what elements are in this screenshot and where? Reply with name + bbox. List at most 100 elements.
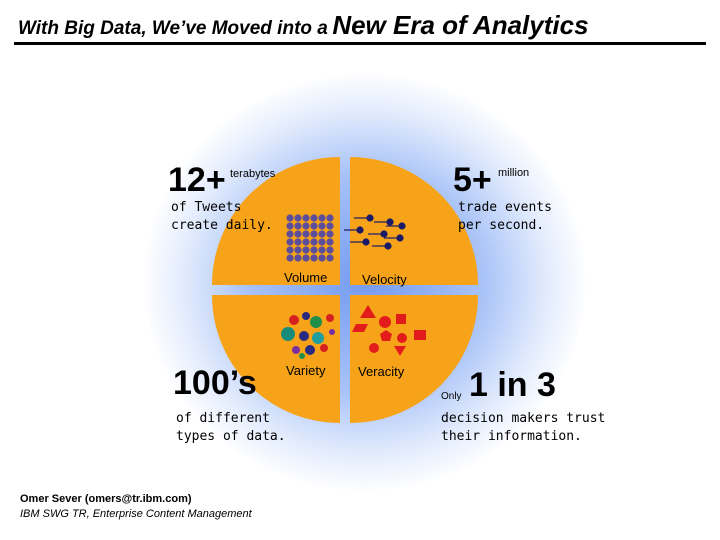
velocity-dot xyxy=(356,226,364,234)
slide-title: With Big Data, We’ve Moved into a New Er… xyxy=(18,10,589,41)
credit-org: IBM SWG TR, Enterprise Content Managemen… xyxy=(20,508,252,520)
title-small-part: With Big Data, We’ve Moved into a xyxy=(18,18,328,39)
quadrant-label-variety: Variety xyxy=(286,363,326,378)
volume-dot xyxy=(286,222,294,230)
pie-slice-velocity xyxy=(350,157,478,285)
variety-dot xyxy=(305,345,315,355)
veracity-parallelogram xyxy=(352,324,368,332)
velocity-dot xyxy=(366,214,374,222)
volume-dot xyxy=(294,230,302,238)
veracity-circle xyxy=(379,316,391,328)
variety-dot xyxy=(299,331,309,341)
variety-dot xyxy=(329,329,335,335)
veracity-square xyxy=(396,314,406,324)
volume-dot xyxy=(286,254,294,262)
velocity-arrows xyxy=(344,214,406,250)
volume-dot xyxy=(286,214,294,222)
volume-dot xyxy=(294,214,302,222)
quadrant-label-volume: Volume xyxy=(284,270,328,285)
velocity-dot xyxy=(386,218,394,226)
velocity-dot xyxy=(362,238,370,246)
volume-dot xyxy=(318,214,326,222)
stat-tweets-unit: terabytes xyxy=(230,168,276,180)
volume-dot xyxy=(310,222,318,230)
volume-dot xyxy=(286,246,294,254)
volume-dot xyxy=(286,230,294,238)
stat-tweets-number: 12+ xyxy=(168,161,226,199)
volume-dot xyxy=(318,254,326,262)
veracity-triangle xyxy=(360,305,376,318)
veracity-circle xyxy=(397,333,407,343)
pie-slice-variety xyxy=(212,295,340,423)
stat-trust-number: 1 in 3 xyxy=(469,366,556,404)
volume-dot xyxy=(318,222,326,230)
variety-dot xyxy=(312,332,324,344)
stat-trust-caption-line1: decision makers trust xyxy=(441,411,606,426)
stat-trust-caption-line2: their information. xyxy=(441,429,582,444)
volume-dot xyxy=(310,238,318,246)
veracity-pentagon xyxy=(380,330,392,341)
stat-trades-caption-line1: trade events xyxy=(458,200,552,215)
pie-slice-volume xyxy=(212,157,340,285)
velocity-dot xyxy=(396,234,404,242)
stat-types-number: 100’s xyxy=(173,364,257,402)
volume-dot xyxy=(286,238,294,246)
stat-types-caption: of different types of data. xyxy=(176,410,286,446)
credit-author: Omer Sever (omers@tr.ibm.com) xyxy=(20,493,192,505)
title-big-part: New Era of Analytics xyxy=(332,10,589,40)
variety-dot xyxy=(326,314,334,322)
stat-tweets-caption: of Tweets create daily. xyxy=(171,199,273,235)
stat-trades-unit: million xyxy=(498,167,530,179)
stat-tweets-caption-line1: of Tweets xyxy=(171,200,242,215)
volume-dots xyxy=(286,214,334,262)
veracity-square xyxy=(414,330,426,340)
stat-types-caption-line1: of different xyxy=(176,411,270,426)
quadrant-label-veracity: Veracity xyxy=(358,364,405,379)
stat-trust-caption: decision makers trust their information. xyxy=(441,410,605,446)
veracity-shapes xyxy=(352,305,426,356)
volume-dot xyxy=(310,214,318,222)
volume-dot xyxy=(310,254,318,262)
variety-dot xyxy=(281,327,295,341)
veracity-triangle xyxy=(394,346,406,356)
volume-dot xyxy=(294,238,302,246)
variety-dot xyxy=(320,344,328,352)
volume-dot xyxy=(326,246,334,254)
veracity-circle xyxy=(369,343,379,353)
stat-trades-caption: trade events per second. xyxy=(458,199,552,235)
variety-dot xyxy=(299,353,305,359)
variety-dot xyxy=(292,346,300,354)
volume-dot xyxy=(302,238,310,246)
volume-dot xyxy=(318,246,326,254)
author-credit: Omer Sever (omers@tr.ibm.com) IBM SWG TR… xyxy=(20,492,252,522)
volume-dot xyxy=(302,254,310,262)
velocity-dot xyxy=(380,230,388,238)
volume-dot xyxy=(326,222,334,230)
volume-dot xyxy=(326,254,334,262)
volume-dot xyxy=(310,246,318,254)
stat-types-caption-line2: types of data. xyxy=(176,429,286,444)
stat-trust-prefix: Only xyxy=(441,391,462,402)
volume-dot xyxy=(302,214,310,222)
volume-dot xyxy=(294,222,302,230)
title-bar: With Big Data, We’ve Moved into a New Er… xyxy=(14,4,706,45)
volume-dot xyxy=(310,230,318,238)
volume-dot xyxy=(294,254,302,262)
stat-trades-number: 5+ xyxy=(453,161,492,199)
variety-dots xyxy=(281,312,335,359)
volume-dot xyxy=(326,214,334,222)
variety-dot xyxy=(302,312,310,320)
variety-dot xyxy=(289,315,299,325)
volume-dot xyxy=(294,246,302,254)
volume-dot xyxy=(302,230,310,238)
volume-dot xyxy=(302,246,310,254)
stat-tweets-caption-line2: create daily. xyxy=(171,218,273,233)
quadrant-label-velocity: Velocity xyxy=(362,272,407,287)
velocity-dot xyxy=(384,242,392,250)
variety-dot xyxy=(310,316,322,328)
velocity-dot xyxy=(398,222,406,230)
stat-trades-caption-line2: per second. xyxy=(458,218,545,233)
volume-dot xyxy=(302,222,310,230)
volume-dot xyxy=(318,230,326,238)
